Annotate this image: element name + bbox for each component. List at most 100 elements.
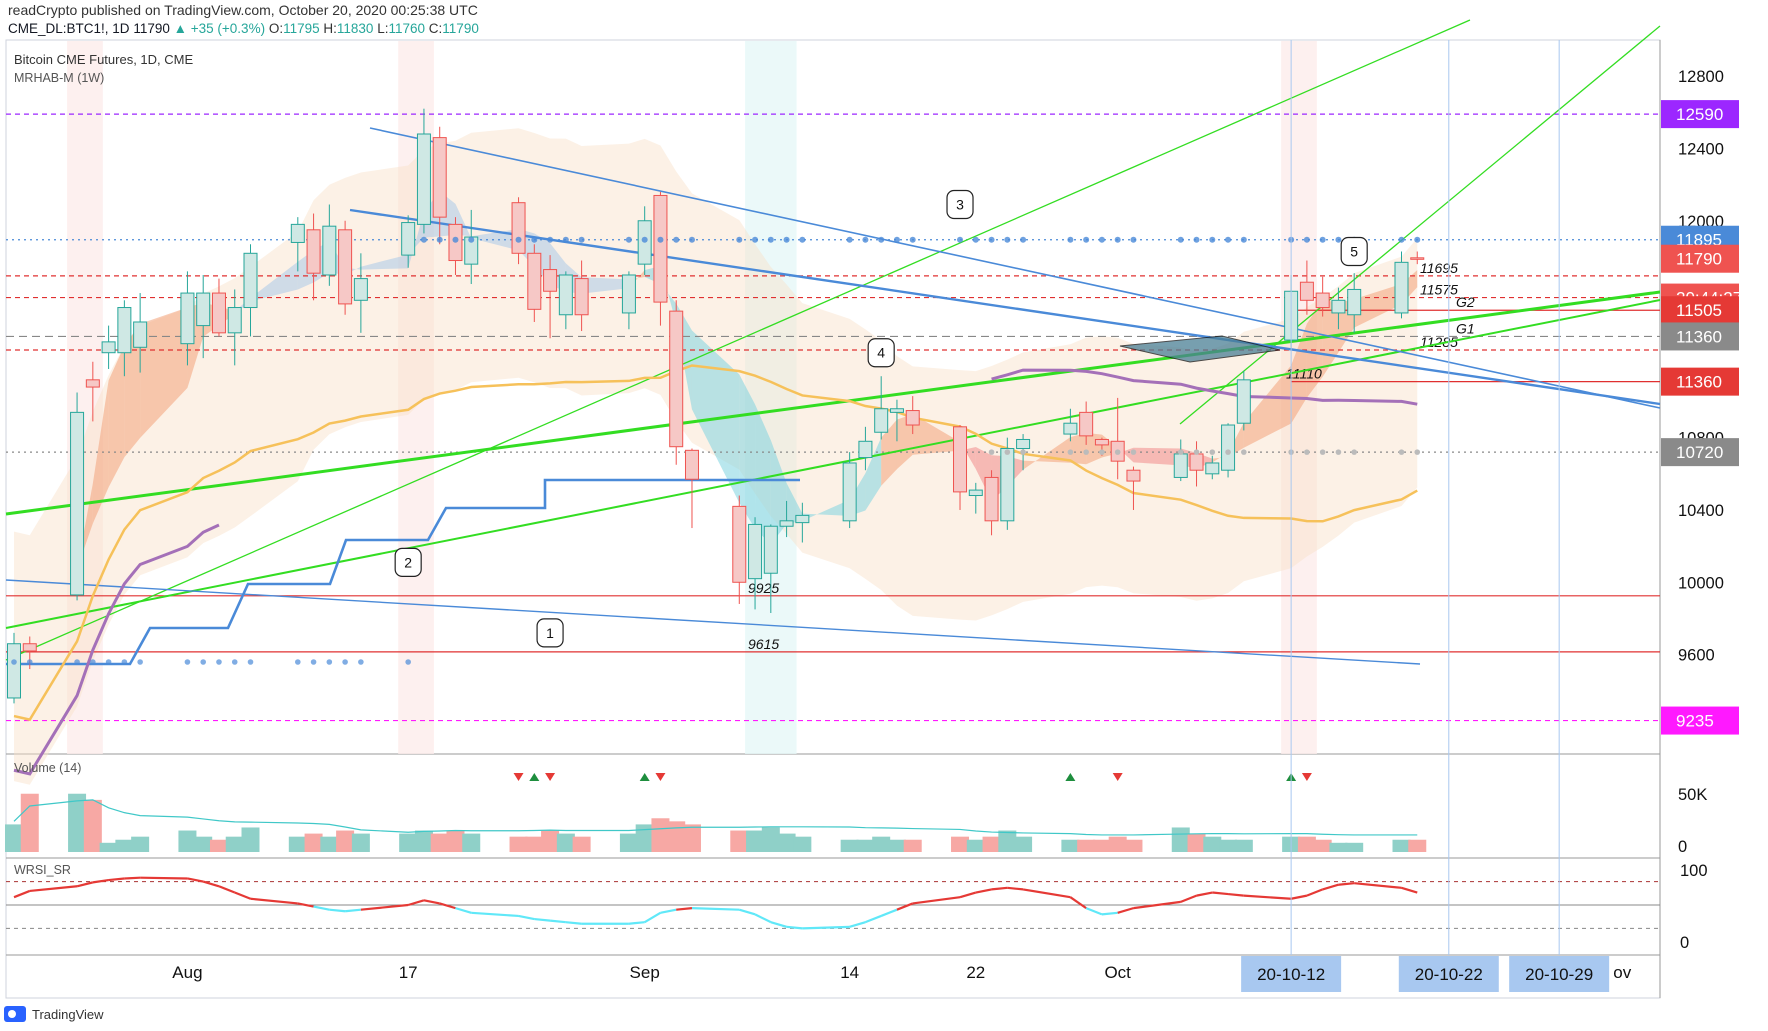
candle-body (653, 194, 668, 303)
level-dot (420, 236, 427, 243)
ribbon-segment (124, 323, 141, 458)
ribbon-segment (912, 414, 961, 455)
candle-body (748, 523, 763, 580)
ribbon-segment (802, 499, 850, 521)
candle-body (1000, 448, 1015, 522)
candle-body (779, 520, 794, 527)
volume-bar (430, 833, 449, 852)
volume-tick: 50K (1678, 786, 1707, 804)
level-dot (1319, 449, 1326, 455)
rsi-line (691, 907, 740, 911)
volume-bar (225, 836, 244, 852)
level-dot (988, 236, 995, 243)
price-badges: 12590118951179020:44:2711505113601136010… (1661, 100, 1742, 735)
volume-bar (1092, 839, 1111, 852)
rsi-line (644, 911, 662, 924)
callout-box (946, 189, 974, 220)
candle-body (842, 462, 857, 522)
level-dot (1335, 449, 1342, 455)
rsi-line (991, 886, 1008, 891)
candlesticks (7, 108, 1425, 704)
rsi-line (738, 908, 756, 916)
level-dot (767, 236, 774, 243)
candle-body (322, 225, 337, 276)
volume-bar (351, 833, 370, 852)
ribbon-segment (1322, 299, 1339, 377)
level-dot (436, 236, 443, 243)
time-tick: 14 (840, 963, 859, 982)
rsi-line (1180, 894, 1197, 903)
candle-body (905, 410, 920, 426)
rsi-line (880, 908, 898, 917)
level-dot (972, 236, 979, 243)
date-badge: 20-10-12 (1241, 956, 1342, 992)
volume-bar (793, 836, 812, 852)
level-dot (641, 236, 648, 243)
level-dot (1020, 236, 1027, 243)
sell-marker-icon (1112, 773, 1123, 781)
rsi-line (92, 878, 109, 884)
level-dot (625, 236, 632, 243)
volume-bar (541, 830, 560, 852)
volume-bar (241, 827, 260, 852)
date-badge-label: 20-10-29 (1525, 965, 1593, 984)
date-badge-bg (1398, 956, 1499, 992)
candle-body (889, 408, 904, 413)
date-badge-bg (1241, 956, 1342, 992)
ribbon-segment (1023, 437, 1071, 470)
candle-body (290, 223, 305, 243)
level-dot (74, 659, 80, 665)
volume-bar (194, 836, 213, 852)
date-badge: 20-10-22 (1398, 956, 1499, 992)
date-badge: 20-10-29 (1509, 956, 1610, 992)
level-dot (468, 236, 475, 243)
volume-bar (966, 839, 985, 852)
volume-bar (304, 833, 323, 852)
ribbon-segment (960, 441, 976, 470)
rsi-line (140, 876, 188, 880)
volume-bar (761, 827, 780, 852)
ribbon-segment (896, 414, 913, 470)
level-dot (137, 659, 143, 665)
price-badge-label: 9235 (1676, 712, 1714, 731)
sell-marker-icon (513, 773, 524, 781)
volume-bar (446, 830, 465, 852)
date-badge-label: 20-10-12 (1257, 965, 1325, 984)
level-dot (216, 659, 222, 665)
candle-body (1205, 462, 1220, 475)
level-dot (452, 236, 459, 243)
level-dot (688, 236, 695, 243)
open-value: 11795 (283, 21, 320, 36)
price-tick: 12400 (1678, 140, 1724, 158)
volume-bar (320, 836, 339, 852)
volume-bar (288, 836, 307, 852)
rsi-line (1196, 891, 1213, 897)
rsi-line (1227, 892, 1244, 897)
trend-line (5, 19, 1471, 661)
level-dot (184, 659, 191, 665)
candle-body (22, 643, 37, 652)
rsi-line (407, 899, 425, 907)
volume-bar (1203, 836, 1222, 852)
triangle-zone (1119, 335, 1281, 363)
level-dot (121, 659, 128, 665)
candle-body (621, 274, 636, 314)
time-tick: 22 (966, 963, 985, 982)
level-dot (909, 236, 916, 243)
highlight-band (745, 41, 797, 754)
rsi-line (250, 897, 298, 905)
candle-body (874, 408, 889, 433)
open-label: O: (268, 21, 284, 36)
level-dot (1193, 449, 1200, 455)
volume-bar (399, 833, 418, 852)
candle-body (353, 278, 368, 301)
rsi-line (455, 907, 472, 914)
cloud-envelope (14, 128, 1418, 785)
candle-body (1173, 453, 1188, 478)
level-dot (1067, 236, 1074, 243)
level-label: 9615 (748, 636, 779, 652)
candle-body (763, 525, 778, 574)
volume-bar (1392, 839, 1411, 852)
ribbon-segment (1243, 365, 1292, 448)
